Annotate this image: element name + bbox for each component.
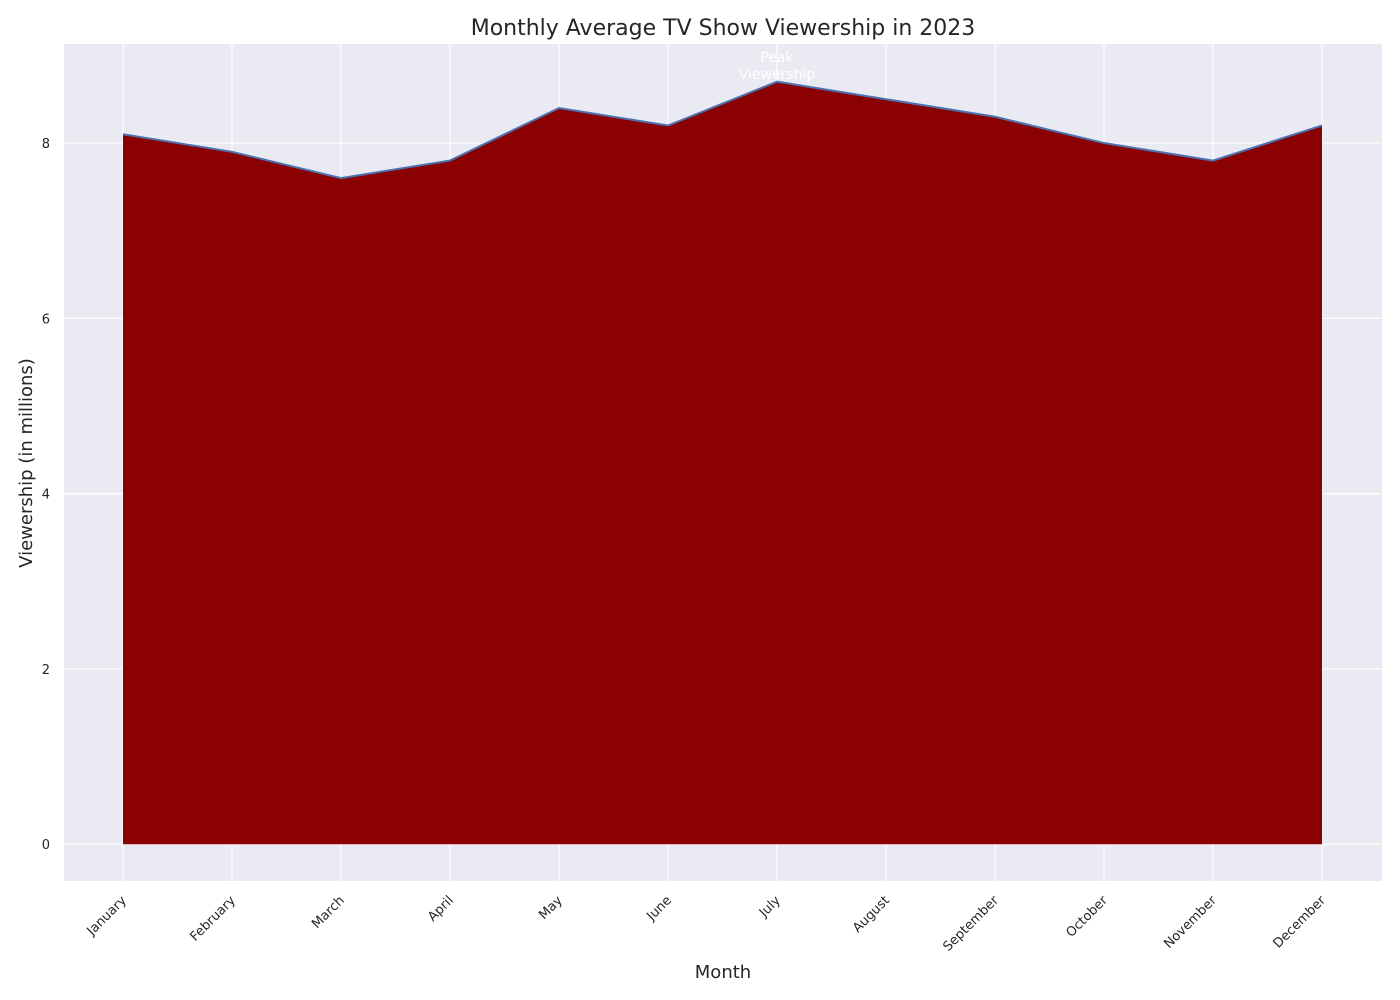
y-tick-labels: 0 2 4 6 8 — [42, 137, 50, 853]
y-tick-label: 8 — [42, 137, 50, 152]
y-tick-label: 0 — [42, 838, 50, 853]
x-tick-label: August — [850, 893, 893, 936]
x-axis-label: Month — [695, 962, 751, 983]
x-tick-label: July — [756, 893, 784, 921]
annotation-line-2: Viewership — [739, 67, 816, 83]
x-tick-label: March — [309, 893, 348, 932]
x-tick-label: April — [425, 893, 457, 925]
x-tick-label: October — [1063, 893, 1111, 941]
x-tick-label: September — [940, 893, 1002, 955]
x-tick-labels: January February March April May June July Augu… — [84, 893, 1330, 955]
y-tick-label: 4 — [42, 488, 50, 503]
x-tick-label: January — [84, 893, 130, 939]
x-tick-label: November — [1161, 893, 1220, 952]
annotation-line-1: Peak — [760, 50, 794, 66]
area-fill — [123, 81, 1322, 845]
x-tick-label: February — [187, 893, 239, 945]
y-axis-label: Viewership (in millions) — [16, 358, 37, 568]
x-tick-label: December — [1271, 893, 1330, 952]
chart-title: Monthly Average TV Show Viewership in 20… — [471, 16, 976, 41]
x-tick-label: May — [536, 893, 566, 923]
x-tick-label: June — [643, 893, 674, 924]
series-line — [122, 80, 1323, 180]
y-tick-label: 2 — [42, 663, 50, 678]
y-tick-label: 6 — [42, 312, 50, 327]
